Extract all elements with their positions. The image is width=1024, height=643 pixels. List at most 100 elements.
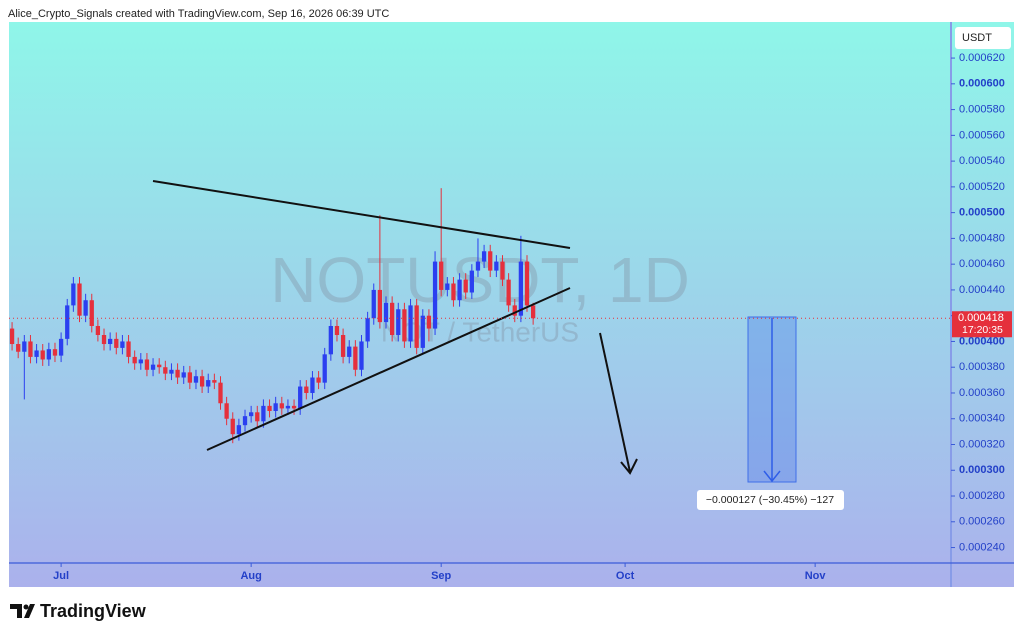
- y-tick-label: 0.000560: [959, 129, 1005, 141]
- candle-body: [298, 386, 303, 409]
- y-tick-label: 0.000580: [959, 103, 1005, 115]
- candle-body: [279, 403, 284, 409]
- candle-body: [365, 318, 370, 342]
- x-tick-label: Nov: [805, 570, 827, 582]
- candle-body: [224, 403, 229, 419]
- candle-body: [524, 261, 530, 306]
- countdown: 17:20:35: [962, 324, 1003, 336]
- candle-body: [530, 305, 536, 319]
- candle-body: [71, 283, 76, 306]
- candle-body: [420, 315, 425, 348]
- candle-body: [469, 270, 474, 293]
- candle-body: [28, 341, 33, 357]
- candle-body: [512, 305, 517, 316]
- candle-body: [359, 341, 364, 370]
- candle-body: [347, 346, 352, 357]
- candle-body: [34, 350, 39, 357]
- y-tick-label: 0.000280: [959, 490, 1005, 502]
- candle-body: [138, 359, 143, 364]
- x-tick-label: Sep: [431, 570, 451, 582]
- candle-body: [83, 300, 88, 316]
- candle-body: [481, 251, 487, 262]
- candle-body: [389, 302, 395, 336]
- candle-body: [353, 346, 358, 370]
- candle-body: [236, 425, 242, 435]
- y-tick-label: 0.000480: [959, 232, 1005, 244]
- candle-body: [445, 283, 450, 290]
- currency-box: [955, 27, 1011, 49]
- candle-body: [334, 325, 340, 336]
- candle-body: [457, 279, 462, 301]
- watermark-symbol: NOTUSDT, 1D: [270, 244, 690, 316]
- candle-body: [273, 403, 278, 412]
- candle-body: [463, 279, 468, 293]
- candle-body: [304, 386, 309, 393]
- x-tick-label: Oct: [616, 570, 635, 582]
- candle-body: [249, 412, 254, 417]
- logo: [10, 604, 35, 618]
- y-tick-label: 0.000360: [959, 387, 1005, 399]
- candle-body: [169, 369, 174, 374]
- candle-body: [396, 309, 401, 336]
- y-tick-label: 0.000380: [959, 361, 1005, 373]
- candle-body: [310, 377, 315, 393]
- measure-label: −0.000127 (−30.45%) −127: [706, 494, 834, 506]
- candle-body: [518, 261, 524, 316]
- logo-text: TradingView: [40, 601, 147, 621]
- y-tick-label: 0.000400: [959, 335, 1005, 347]
- arrow-down: [599, 332, 638, 475]
- y-tick-label: 0.000620: [959, 52, 1005, 64]
- y-tick-label: 0.000460: [959, 258, 1005, 270]
- y-tick-label: 0.000300: [959, 464, 1005, 476]
- y-tick-label: 0.000340: [959, 413, 1005, 425]
- candle-body: [383, 302, 389, 323]
- x-tick-label: Aug: [240, 570, 261, 582]
- candle-body: [95, 325, 101, 336]
- candle-body: [89, 300, 94, 326]
- candle-body: [114, 338, 119, 348]
- candle-body: [408, 305, 413, 342]
- candle-body: [212, 380, 217, 383]
- candle-body: [40, 350, 45, 360]
- last-price-box: [952, 311, 1012, 338]
- candle-body: [451, 283, 456, 301]
- candle-body: [199, 376, 205, 387]
- y-tick-label: 0.000260: [959, 516, 1005, 528]
- candle-body: [46, 349, 51, 360]
- y-tick-label: 0.000500: [959, 207, 1005, 219]
- candle-body: [175, 369, 180, 378]
- candle-body: [402, 309, 407, 342]
- currency: USDT: [962, 32, 992, 44]
- candle-body: [181, 372, 186, 378]
- y-tick-label: 0.000540: [959, 155, 1005, 167]
- candle-body: [316, 377, 321, 383]
- candle-body: [426, 315, 432, 329]
- candle-body: [506, 279, 511, 306]
- candle-body: [267, 405, 272, 412]
- candle-body: [488, 251, 493, 271]
- candle-body: [58, 338, 64, 356]
- y-tick-label: 0.000240: [959, 541, 1005, 553]
- candles: [9, 188, 536, 444]
- last-price-label: 0.000418: [958, 312, 1004, 324]
- candle-body: [120, 341, 125, 348]
- trendline-lower: [206, 287, 571, 451]
- candle-body: [163, 367, 168, 374]
- candle-body: [242, 416, 248, 426]
- candle-body: [371, 289, 376, 319]
- candle-body: [126, 341, 131, 357]
- candle-body: [150, 364, 156, 370]
- candle-body: [22, 341, 27, 352]
- candle-body: [206, 380, 211, 387]
- candle-body: [261, 405, 266, 422]
- watermark-name: NOT / TetherUS: [381, 316, 579, 347]
- candle-body: [285, 405, 291, 409]
- candle-body: [52, 349, 58, 356]
- trendline-upper: [152, 180, 571, 249]
- candle-body: [475, 261, 481, 271]
- candle-body: [187, 372, 192, 383]
- candle-body: [377, 289, 383, 323]
- candle-body: [193, 376, 199, 383]
- candle-body: [500, 261, 505, 280]
